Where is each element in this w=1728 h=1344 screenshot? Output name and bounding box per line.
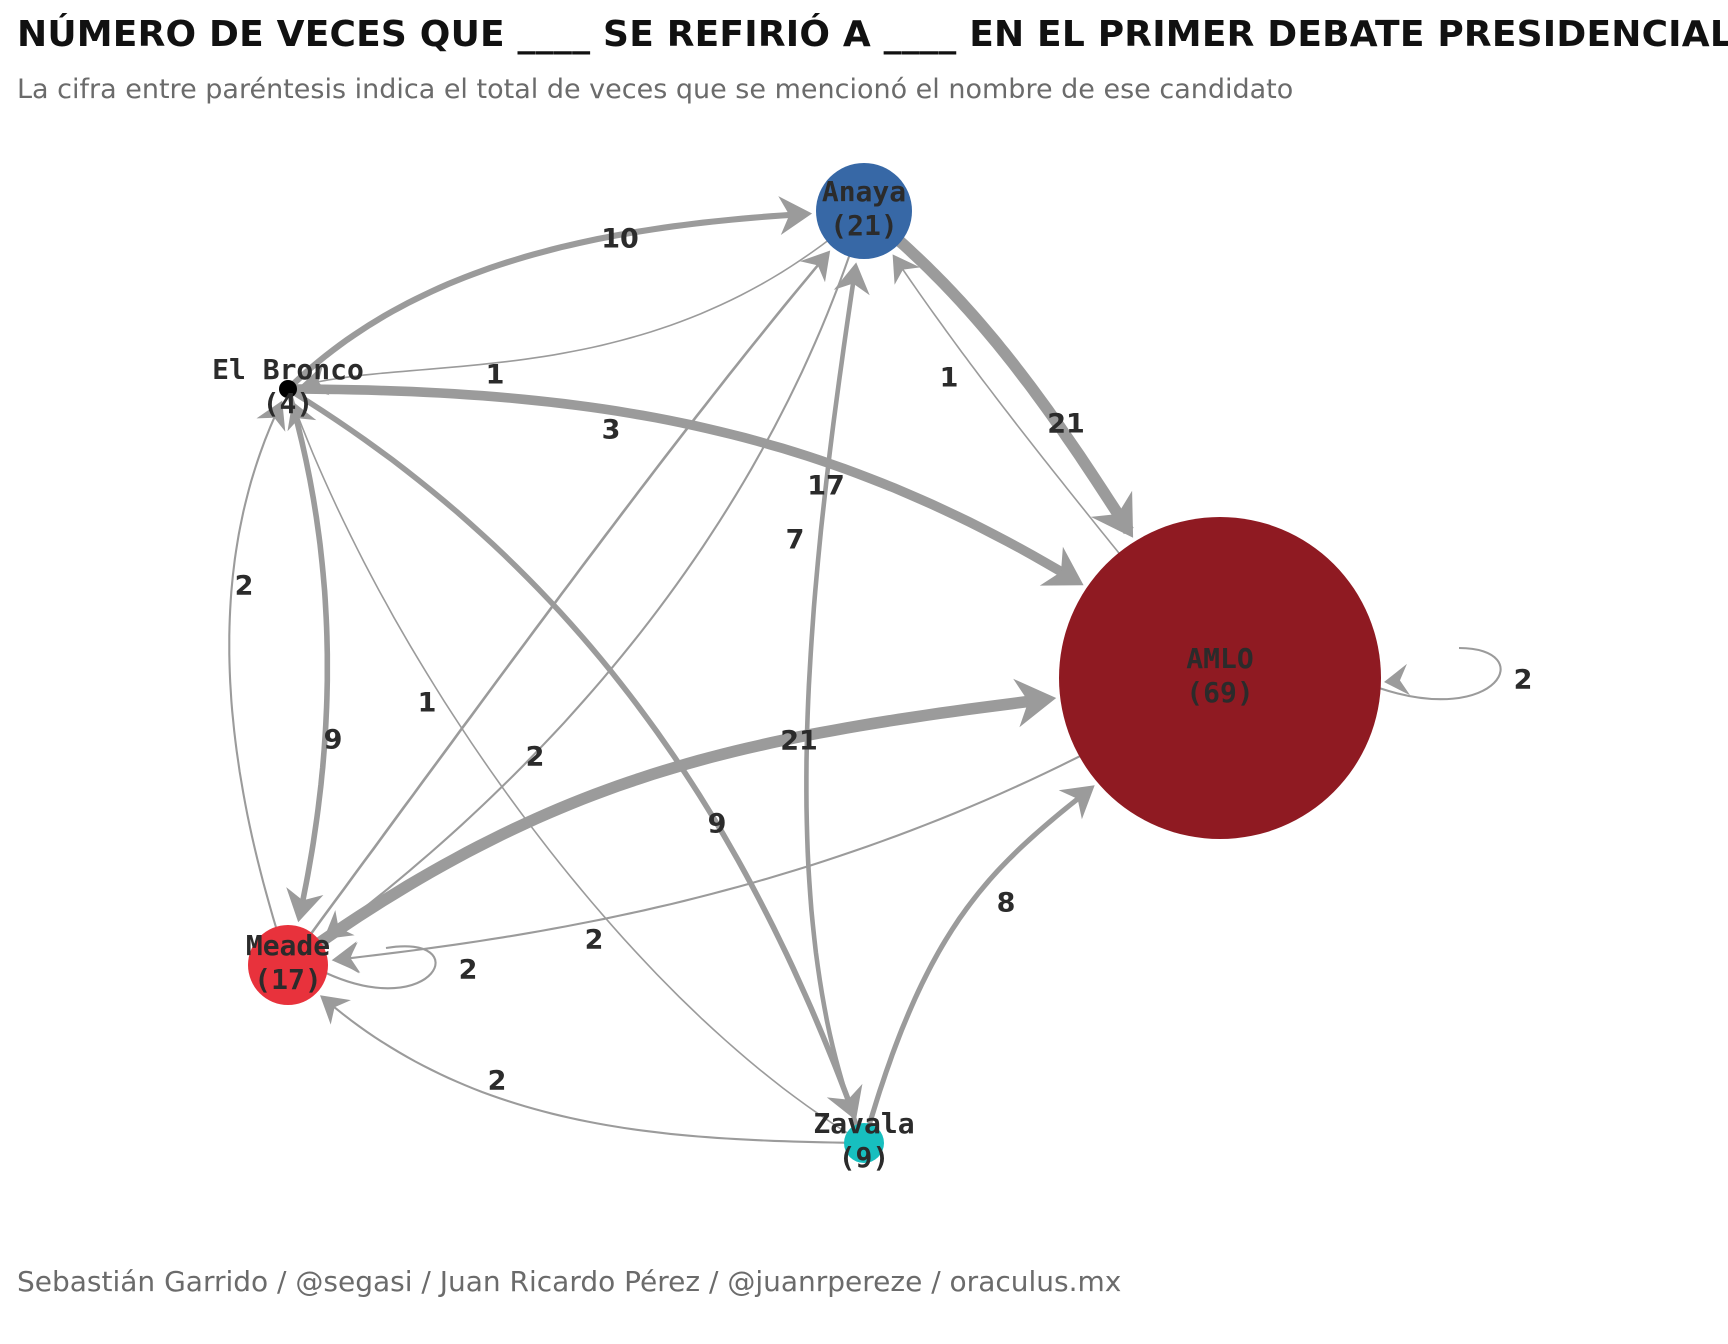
edge-bronco-to-amlo: [293, 384, 1084, 586]
edge-arrowhead: [1384, 663, 1411, 696]
edge-label-meade-to-anaya: 3: [602, 415, 621, 446]
node-total-amlo: (69): [1186, 676, 1253, 709]
edge-meade-to-anaya: [301, 250, 831, 947]
chart-title: NÚMERO DE VECES QUE ____ SE REFIRIÓ A __…: [17, 14, 1728, 55]
edge-line: [342, 725, 1138, 961]
edge-label-zavala-to-bronco: 1: [418, 688, 437, 719]
edge-line: [301, 258, 824, 947]
edge-line: [882, 225, 1134, 535]
node-name-zavala: Zavala: [813, 1107, 914, 1140]
node-meade: [248, 925, 328, 1005]
chart-subtitle: La cifra entre paréntesis indica el tota…: [17, 74, 1294, 105]
edge-line: [286, 393, 331, 915]
edge-anaya-to-meade: [323, 238, 857, 940]
node-anaya: [816, 163, 912, 259]
edge-arrowhead: [256, 400, 286, 432]
edge-line: [291, 389, 854, 1108]
node-total-anaya: (21): [830, 209, 897, 242]
edge-arrowhead: [334, 942, 360, 974]
edge-arrowhead: [1013, 678, 1057, 728]
edge-bronco-to-anaya: [289, 196, 813, 388]
edge-bronco-to-meade: [286, 393, 331, 923]
edge-label-amlo-to-amlo: 2: [1514, 665, 1533, 696]
edge-arrowhead: [1090, 490, 1134, 538]
edge-label-bronco-to-anaya: 10: [601, 224, 639, 255]
edge-line: [333, 238, 857, 932]
node-name-amlo: AMLO: [1186, 642, 1253, 675]
edge-line: [1378, 646, 1502, 701]
edge-line: [895, 259, 1160, 604]
edge-bronco-to-zavala: [291, 389, 863, 1121]
edge-arrowhead: [826, 1083, 863, 1121]
node-labels-layer: Anaya(21) El Bronco(4) AMLO(69) Meade(17) Za…: [212, 175, 1254, 1174]
edge-arrowhead: [287, 401, 317, 432]
edge-label-bronco-to-zavala: 9: [708, 809, 727, 840]
edge-labels-layer: 10 1 3 7 21 1 17 2 9 1 9 2 21 2 8 2 2 2: [235, 224, 1533, 1097]
edge-amlo-to-amlo: [1378, 646, 1502, 701]
edge-zavala-to-bronco: [287, 401, 855, 1138]
edge-label-bronco-to-amlo: 17: [807, 471, 845, 502]
nodes-layer: [248, 163, 1381, 1163]
edge-arrowhead: [1039, 546, 1084, 586]
edge-label-meade-to-bronco: 2: [235, 571, 254, 602]
node-name-bronco: El Bronco: [212, 353, 364, 386]
edge-arrowhead: [1058, 785, 1095, 820]
edge-label-zavala-to-amlo: 8: [997, 888, 1016, 919]
edge-arrowhead: [286, 887, 324, 923]
edge-arrowhead: [833, 262, 870, 296]
edge-line: [804, 276, 862, 1133]
edge-anaya-to-bronco: [300, 228, 843, 396]
node-zavala: [844, 1123, 884, 1163]
credits: Sebastián Garrido / @segasi / Juan Ricar…: [17, 1265, 1122, 1298]
edge-line: [304, 694, 1042, 956]
edge-line: [327, 1000, 853, 1144]
edge-label-anaya-to-amlo: 21: [1047, 409, 1085, 440]
edge-label-bronco-to-meade: 9: [324, 725, 343, 756]
edge-line: [325, 945, 437, 990]
edge-line: [864, 787, 1092, 1133]
node-total-zavala: (9): [839, 1141, 890, 1174]
edge-label-zavala-to-anaya: 7: [786, 525, 805, 556]
node-total-bronco: (4): [263, 387, 314, 420]
edge-meade-to-meade: [325, 942, 437, 990]
edge-zavala-to-anaya: [804, 262, 870, 1133]
edge-arrowhead: [892, 254, 921, 285]
edge-label-meade-to-meade: 2: [459, 955, 478, 986]
edge-arrowhead: [778, 196, 813, 235]
edge-zavala-to-meade: [320, 995, 853, 1144]
edge-amlo-to-anaya: [892, 254, 1160, 604]
node-bronco: [279, 380, 297, 398]
edge-label-meade-to-amlo: 21: [780, 726, 818, 757]
edge-label-zavala-to-meade: 2: [488, 1066, 507, 1097]
edge-anaya-to-amlo: [882, 225, 1134, 538]
node-name-meade: Meade: [246, 929, 330, 962]
edge-arrowhead: [799, 250, 831, 283]
edge-meade-to-bronco: [228, 400, 286, 943]
node-amlo: [1059, 517, 1381, 839]
node-name-anaya: Anaya: [822, 175, 906, 208]
edge-line: [293, 384, 1074, 582]
edge-label-anaya-to-meade: 2: [526, 742, 545, 773]
edges-layer: [228, 196, 1502, 1144]
edge-meade-to-amlo: [304, 678, 1057, 956]
edge-label-anaya-to-bronco: 1: [486, 360, 505, 391]
edge-label-amlo-to-meade: 2: [585, 925, 604, 956]
edge-line: [228, 406, 282, 943]
edge-line: [296, 413, 855, 1138]
edge-label-amlo-to-anaya: 1: [940, 363, 959, 394]
edge-line: [289, 211, 803, 388]
edge-line: [306, 228, 843, 385]
edge-zavala-to-amlo: [864, 785, 1095, 1133]
edge-arrowhead: [320, 995, 351, 1025]
node-total-meade: (17): [254, 963, 321, 996]
